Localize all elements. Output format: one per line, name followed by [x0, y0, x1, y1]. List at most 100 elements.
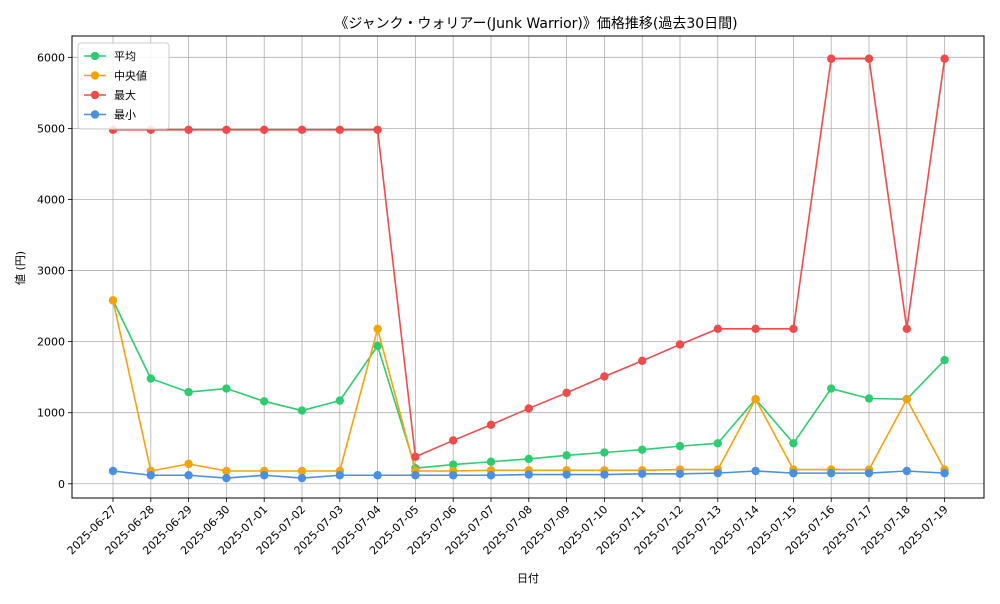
y-tick-label: 0 [58, 478, 65, 491]
data-point [789, 439, 798, 448]
data-point [638, 356, 647, 366]
data-point [713, 439, 722, 448]
data-point [108, 466, 118, 476]
y-tick-label: 4000 [37, 193, 65, 206]
series-1 [108, 296, 949, 473]
data-point [335, 396, 344, 405]
data-point [864, 54, 874, 63]
series-layer [108, 54, 949, 483]
chart-title: 《ジャンク・ウォリアー(Junk Warrior)》価格推移(過去30日間) [334, 16, 737, 32]
y-tick-label: 6000 [37, 51, 65, 64]
data-point [373, 324, 382, 334]
data-point [940, 468, 949, 478]
data-point [562, 451, 571, 460]
legend-box [77, 42, 170, 130]
legend-entry-1: 平均 [84, 50, 136, 63]
data-point [297, 125, 307, 135]
data-point [638, 445, 647, 454]
x-axis-label: 日付 [517, 572, 539, 585]
data-point [864, 468, 874, 478]
data-point [600, 448, 609, 457]
data-point [751, 324, 760, 334]
data-point [751, 466, 760, 476]
data-point [449, 460, 458, 469]
y-axis-label: 値 (円) [14, 251, 27, 285]
data-point [940, 355, 949, 365]
data-point [373, 125, 382, 135]
data-point [675, 340, 685, 349]
data-point [108, 296, 118, 305]
data-point [373, 341, 382, 351]
legend-marker [90, 51, 100, 61]
data-point [335, 471, 344, 480]
legend-entry-2: 中央値 [84, 70, 147, 83]
data-point [902, 466, 911, 476]
data-point [146, 374, 155, 383]
legend-label: 最大 [114, 88, 136, 102]
data-point [524, 470, 533, 479]
data-point [486, 471, 496, 480]
data-point [486, 420, 496, 429]
data-point [184, 471, 193, 480]
data-point [751, 395, 760, 404]
data-point [827, 384, 836, 393]
legend-entry-4: 最小 [84, 109, 136, 122]
data-point [146, 471, 155, 480]
legend-label: 平均 [114, 50, 136, 63]
data-point [297, 466, 307, 476]
data-point [184, 387, 193, 397]
legend-marker [90, 90, 100, 100]
legend-marker [90, 110, 100, 119]
data-point [864, 394, 874, 403]
data-point [449, 436, 458, 445]
data-point [184, 459, 193, 469]
series-4 [108, 466, 949, 483]
data-point [184, 125, 193, 135]
data-point [562, 470, 571, 479]
data-point [449, 471, 458, 480]
data-point [524, 404, 533, 413]
data-point [222, 473, 231, 483]
data-point [675, 469, 685, 479]
data-point [562, 388, 571, 398]
data-point [638, 469, 647, 479]
data-point [373, 471, 382, 480]
legend-marker [90, 71, 100, 80]
data-point [713, 324, 722, 334]
data-point [260, 125, 269, 135]
plot-frame [71, 35, 985, 499]
data-point [675, 441, 685, 451]
data-point [713, 468, 722, 478]
y-tick-label: 1000 [37, 407, 65, 420]
data-point [222, 125, 231, 135]
data-point [827, 54, 836, 63]
data-point [260, 471, 269, 480]
data-point [789, 468, 798, 478]
legend-label: 最小 [114, 109, 136, 122]
data-point [260, 397, 269, 406]
data-point [600, 470, 609, 479]
data-point [902, 324, 911, 334]
y-tick-label: 2000 [37, 336, 65, 349]
data-point [297, 473, 307, 483]
data-point [411, 471, 420, 480]
data-point [335, 125, 344, 135]
data-point [524, 454, 533, 464]
data-point [486, 457, 496, 466]
data-point [827, 468, 836, 478]
y-tick-label: 5000 [37, 122, 65, 135]
data-point [411, 452, 420, 461]
legend-label: 中央値 [114, 70, 147, 83]
series-3 [108, 54, 949, 461]
data-point [940, 54, 949, 63]
data-point [222, 384, 231, 393]
data-point [902, 395, 911, 404]
y-tick-label: 3000 [37, 265, 65, 278]
data-point [222, 466, 231, 476]
data-point [789, 324, 798, 334]
legend-entry-3: 最大 [84, 88, 136, 102]
data-point [600, 372, 609, 381]
